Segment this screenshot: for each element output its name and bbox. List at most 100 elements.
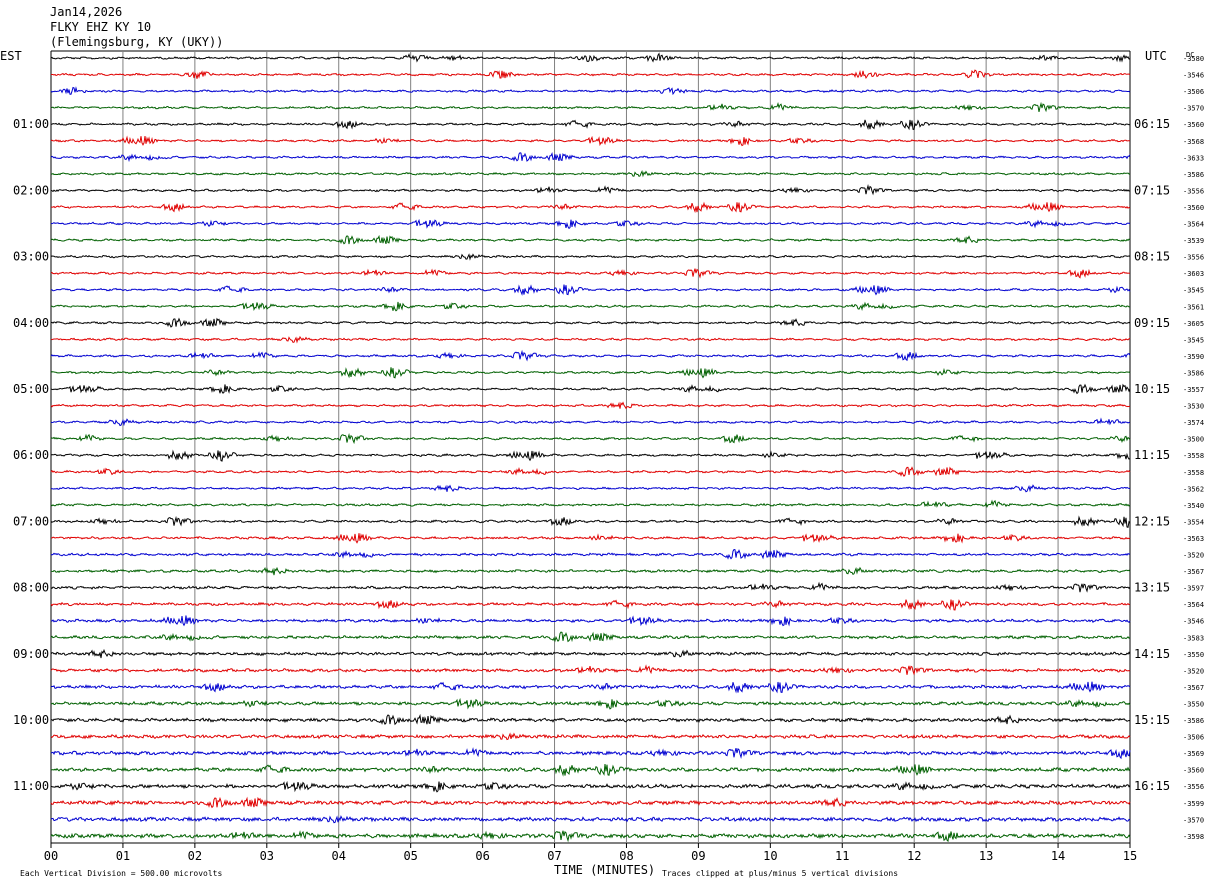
left-hour-label: 06:00	[13, 448, 49, 462]
trace-offset-label: -3597	[1183, 585, 1204, 593]
seismic-trace	[50, 815, 1131, 824]
trace-offset-label: -3586	[1183, 717, 1204, 725]
right-hour-label: 13:15	[1134, 581, 1170, 595]
seismic-trace	[50, 268, 1130, 279]
trace-offset-label: -3561	[1183, 303, 1204, 311]
left-hour-label: 04:00	[13, 316, 49, 330]
right-hour-label: 08:15	[1134, 250, 1170, 264]
seismic-trace	[50, 317, 1131, 328]
right-hour-label: 06:15	[1134, 117, 1170, 131]
trace-offset-label: -3506	[1183, 88, 1204, 96]
trace-offset-label: -3564	[1183, 601, 1204, 609]
seismic-trace	[50, 515, 1131, 528]
seismic-trace	[50, 664, 1131, 676]
seismic-trace	[50, 101, 1131, 113]
x-tick-label: 13	[979, 849, 993, 863]
plot-grid	[50, 50, 1131, 844]
seismic-trace	[50, 631, 1131, 643]
trace-offset-label: -3603	[1183, 270, 1204, 278]
trace-offset-label: -3567	[1183, 684, 1204, 692]
header-station: FLKY EHZ KY 10	[50, 20, 151, 34]
left-hour-label: 02:00	[13, 183, 49, 197]
seismic-trace	[50, 780, 1131, 793]
seismic-trace	[50, 135, 1131, 147]
x-tick-label: 02	[188, 849, 202, 863]
seismic-trace	[50, 253, 1131, 261]
seismic-trace	[50, 499, 1131, 508]
left-hour-label: 07:00	[13, 514, 49, 528]
seismic-trace	[50, 201, 1131, 214]
seismic-trace	[50, 599, 1131, 611]
x-tick-label: 01	[116, 849, 130, 863]
trace-offset-label: -3500	[1183, 436, 1204, 444]
trace-offset-label: -3564	[1183, 221, 1204, 229]
trace-offset-label: -3539	[1183, 237, 1204, 245]
trace-offset-label: -3599	[1183, 800, 1204, 808]
trace-offset-label: -3506	[1183, 734, 1204, 742]
x-tick-label: 05	[403, 849, 417, 863]
right-hour-label: 12:15	[1134, 514, 1170, 528]
right-timezone-label: UTC	[1145, 49, 1167, 63]
right-hour-label: 15:15	[1134, 713, 1170, 727]
trace-offset-label: -3563	[1183, 535, 1204, 543]
x-tick-label: 12	[907, 849, 921, 863]
trace-offset-label: -3556	[1183, 254, 1204, 262]
seismic-trace	[50, 566, 1131, 576]
right-top-label: DC	[1186, 51, 1194, 59]
x-tick-label: 08	[619, 849, 633, 863]
trace-offset-label: -3540	[1183, 502, 1204, 510]
seismic-trace	[50, 764, 1131, 777]
trace-offset-label: -3570	[1183, 105, 1204, 113]
trace-offset-label: -3562	[1183, 485, 1204, 493]
seismic-trace	[50, 52, 1131, 63]
right-hour-label: 11:15	[1134, 448, 1170, 462]
seismic-trace	[50, 747, 1131, 760]
trace-offset-label: -3605	[1183, 320, 1204, 328]
trace-offset-label: -3568	[1183, 138, 1204, 146]
trace-offset-label: -3580	[1183, 55, 1204, 63]
seismic-trace	[50, 234, 1131, 245]
trace-group	[50, 52, 1131, 843]
x-tick-label: 09	[691, 849, 705, 863]
trace-offset-label: -3556	[1183, 187, 1204, 195]
seismic-trace	[50, 417, 1131, 427]
seismic-trace	[51, 119, 1131, 131]
x-tick-label: 11	[835, 849, 849, 863]
trace-offset-label: -3560	[1183, 121, 1204, 129]
header-location: (Flemingsburg, KY (UKY))	[50, 35, 223, 49]
right-hour-labels: 06:15 07:15 08:15 09:15 10:15 11:15 12:15 13:15…	[1134, 117, 1170, 793]
trace-offset-label: -3560	[1183, 767, 1204, 775]
x-tick-label: 00	[44, 849, 58, 863]
seismic-trace	[50, 830, 1131, 843]
trace-offset-label: -3545	[1183, 287, 1204, 295]
x-tick-label: 15	[1123, 849, 1137, 863]
left-timezone-label: EST	[0, 49, 22, 63]
seismic-trace	[50, 335, 1131, 344]
footer-scale-note: Each Vertical Division = 500.00 microvol…	[20, 869, 222, 878]
x-axis-label: TIME (MINUTES)	[554, 863, 655, 877]
left-hour-label: 03:00	[13, 250, 49, 264]
seismic-trace	[50, 449, 1131, 462]
x-tick-label: 07	[547, 849, 561, 863]
seismic-trace	[50, 170, 1131, 178]
seismic-trace	[50, 484, 1131, 493]
left-hour-label: 11:00	[13, 779, 49, 793]
right-hour-label: 16:15	[1134, 779, 1170, 793]
trace-offset-label: -3574	[1183, 419, 1204, 427]
trace-offset-label: -3633	[1183, 154, 1204, 162]
trace-offset-label: -3583	[1183, 634, 1204, 642]
seismic-trace	[50, 301, 1130, 312]
trace-offset-label: -3550	[1183, 651, 1204, 659]
seismic-trace	[50, 86, 1131, 96]
seismic-trace	[50, 466, 1131, 477]
footer-clip-note: Traces clipped at plus/minus 5 vertical …	[662, 869, 898, 878]
seismic-trace	[50, 732, 1131, 741]
x-tick-label: 14	[1051, 849, 1065, 863]
left-hour-label: 01:00	[13, 117, 49, 131]
x-tick-label: 06	[475, 849, 489, 863]
seismic-trace	[50, 697, 1131, 710]
trace-offset-label: -3554	[1183, 518, 1204, 526]
seismic-trace	[50, 548, 1131, 560]
x-axis-ticks: 00 01 02 03 04 05 06 07 08 09 10 11 12 13 14 15	[44, 843, 1137, 863]
left-hour-label: 05:00	[13, 382, 49, 396]
